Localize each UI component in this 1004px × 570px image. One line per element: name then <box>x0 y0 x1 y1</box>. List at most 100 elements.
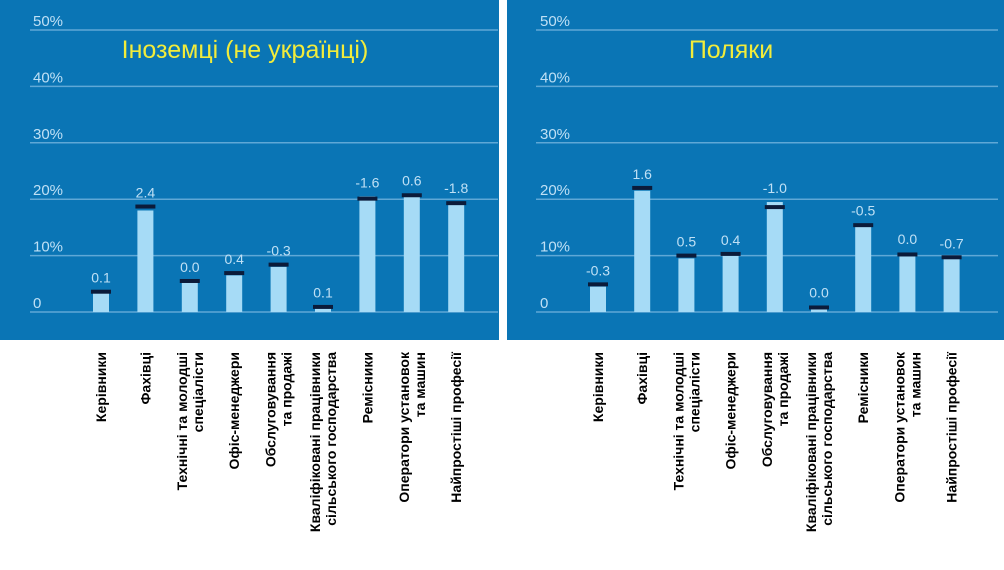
data-label: 0.1 <box>313 284 333 300</box>
bar <box>403 194 420 312</box>
category-label-line: Кваліфіковані працівники <box>307 352 323 532</box>
data-label: 0.0 <box>898 231 918 247</box>
bar <box>315 306 331 312</box>
bar-marker <box>446 201 467 206</box>
category-label: Технічні та молодшіспеціалісти <box>174 352 206 490</box>
y-tick-label: 0 <box>33 295 41 312</box>
category-label: Оператори установокта машин <box>891 351 923 503</box>
category-label: Офіс-менеджери <box>723 352 739 469</box>
y-tick-label: 40% <box>540 69 570 86</box>
category-label-line: та машин <box>412 352 428 417</box>
bar-marker <box>764 205 785 210</box>
bar-marker <box>897 252 918 257</box>
category-label-line: Кваліфіковані працівники <box>803 352 819 532</box>
data-label: -0.3 <box>267 243 291 259</box>
category-label: Найпростіші професії <box>448 351 464 503</box>
y-tick-label: 0 <box>540 295 548 312</box>
bar <box>226 275 243 312</box>
data-label: 0.0 <box>809 284 829 300</box>
category-label-line: Керівники <box>590 352 606 422</box>
category-label-line: та продажі <box>775 352 791 426</box>
category-label: Офіс-менеджери <box>226 352 242 469</box>
bar-marker <box>809 305 829 310</box>
bar-marker <box>588 282 608 287</box>
bar <box>722 255 739 312</box>
data-label: -0.7 <box>940 235 964 251</box>
category-label: Технічні та молодшіспеціалісти <box>670 352 702 490</box>
category-label: Оператори установокта машин <box>396 351 428 503</box>
bar-marker <box>268 262 289 267</box>
bar <box>93 292 109 312</box>
data-label: -1.8 <box>444 180 468 196</box>
category-label: Кваліфіковані працівникисільського госпо… <box>307 352 339 532</box>
category-label-line: Оператори установок <box>396 351 412 503</box>
data-label: -0.5 <box>851 203 875 219</box>
bar-marker <box>720 251 741 256</box>
category-label: Фахівці <box>137 352 153 405</box>
bar <box>943 258 960 312</box>
data-label: -1.6 <box>355 174 379 190</box>
bar <box>137 210 154 312</box>
category-label: Кваліфіковані працівникисільського госпо… <box>803 352 835 532</box>
bar-marker <box>941 255 962 260</box>
y-tick-label: 30% <box>33 126 63 143</box>
category-label-line: спеціалісти <box>686 352 702 432</box>
category-label-line: та машин <box>907 352 923 417</box>
y-tick-label: 10% <box>33 239 63 256</box>
bar <box>590 286 606 312</box>
category-label-line: Найпростіші професії <box>448 351 464 503</box>
bar-marker <box>224 271 245 276</box>
category-label-line: Технічні та молодші <box>174 352 190 490</box>
category-label: Фахівці <box>634 352 650 405</box>
bar <box>899 252 916 312</box>
data-label: 0.1 <box>91 270 111 286</box>
category-label: Ремісники <box>359 352 375 423</box>
category-label-line: Фахівці <box>634 352 650 405</box>
bar <box>181 280 198 312</box>
category-label-line: Ремісники <box>855 352 871 423</box>
y-tick-label: 20% <box>540 182 570 199</box>
category-label-line: Офіс-менеджери <box>723 352 739 469</box>
category-label: Керівники <box>590 352 606 422</box>
category-label-line: Обслуговування <box>759 352 775 467</box>
category-label-line: Технічні та молодші <box>670 352 686 490</box>
data-label: 0.4 <box>224 251 244 267</box>
category-label: Обслуговуваннята продажі <box>759 352 791 467</box>
category-label-line: та продажі <box>279 352 295 426</box>
bar <box>448 202 465 312</box>
data-label: -0.3 <box>586 262 610 278</box>
category-label-line: Обслуговування <box>263 352 279 467</box>
category-label-line: Офіс-менеджери <box>226 352 242 469</box>
bar-marker <box>632 185 653 190</box>
bar-marker <box>313 304 333 309</box>
bar-marker <box>179 278 200 283</box>
bar <box>766 202 783 312</box>
y-tick-label: 10% <box>540 239 570 256</box>
bar-marker <box>357 196 378 201</box>
category-label-line: Ремісники <box>359 352 375 423</box>
bar <box>855 224 872 312</box>
category-label: Керівники <box>93 352 109 422</box>
data-label: -1.0 <box>763 180 787 196</box>
data-label: 0.0 <box>180 259 200 275</box>
bar-marker <box>676 253 697 258</box>
data-label: 0.4 <box>721 232 741 248</box>
category-label: Найпростіші професії <box>944 351 960 503</box>
bar <box>359 196 376 312</box>
bar-marker <box>135 204 156 209</box>
category-label: Обслуговуваннята продажі <box>263 352 295 467</box>
bar <box>678 258 695 312</box>
bar-marker <box>853 223 874 228</box>
category-label-line: Фахівці <box>137 352 153 405</box>
category-label-line: Найпростіші професії <box>944 351 960 503</box>
bar-marker <box>401 193 422 198</box>
category-label-line: Оператори установок <box>891 351 907 503</box>
y-tick-label: 50% <box>540 13 570 30</box>
bar <box>634 190 651 312</box>
bar <box>270 266 287 312</box>
data-label: 0.5 <box>677 234 697 250</box>
category-label-line: Керівники <box>93 352 109 422</box>
data-label: 1.6 <box>632 166 652 182</box>
chart-title: Поляки <box>689 36 773 64</box>
